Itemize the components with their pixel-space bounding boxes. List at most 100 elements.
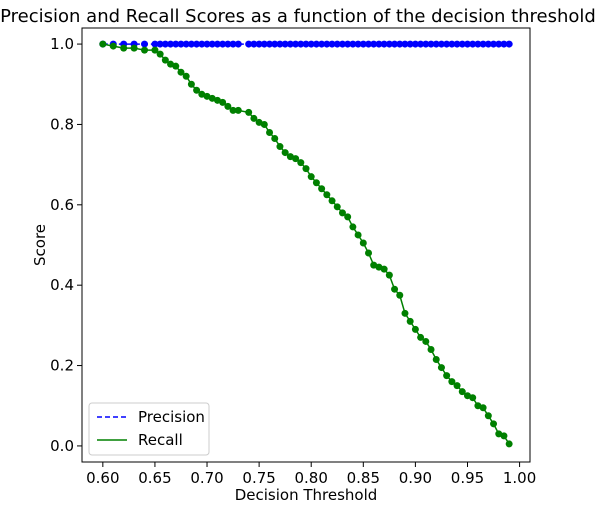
recall-point: [453, 382, 461, 390]
recall-point: [297, 159, 305, 167]
recall-point: [344, 213, 352, 221]
chart-title: Precision and Recall Scores as a functio…: [0, 6, 596, 27]
recall-point: [349, 223, 357, 231]
precision-point: [307, 40, 315, 48]
precision-point: [224, 40, 232, 48]
y-tick-label: 0.2: [50, 357, 74, 375]
plot-frame: [81, 27, 531, 463]
precision-point: [312, 40, 320, 48]
recall-point: [500, 432, 508, 440]
x-tick-label: 0.65: [138, 469, 171, 487]
precision-point: [161, 40, 169, 48]
precision-point: [505, 40, 513, 48]
precision-point: [182, 40, 190, 48]
recall-point: [323, 191, 331, 199]
precision-point: [479, 40, 487, 48]
legend-precision-label: Precision: [138, 408, 205, 426]
precision-point: [213, 40, 221, 48]
recall-point: [302, 165, 310, 173]
precision-point: [260, 40, 268, 48]
recall-point: [432, 356, 440, 364]
precision-point: [401, 40, 409, 48]
recall-point: [380, 265, 388, 273]
precision-point: [495, 40, 503, 48]
recall-point: [219, 98, 227, 106]
precision-point: [469, 40, 477, 48]
precision-point: [474, 40, 482, 48]
precision-point: [417, 40, 425, 48]
precision-point: [453, 40, 461, 48]
precision-point: [500, 40, 508, 48]
x-tick-label: 0.85: [347, 469, 380, 487]
precision-point: [229, 40, 237, 48]
recall-point: [266, 128, 274, 136]
precision-point: [141, 40, 149, 48]
recall-point: [307, 173, 315, 181]
recall-point: [250, 114, 258, 122]
precision-point: [255, 40, 263, 48]
recall-point: [271, 135, 279, 143]
precision-point: [219, 40, 227, 48]
recall-point: [385, 271, 393, 279]
precision-point: [266, 40, 274, 48]
recall-point: [182, 72, 190, 80]
precision-point: [375, 40, 383, 48]
legend-recall-label: Recall: [138, 431, 183, 449]
precision-point: [422, 40, 430, 48]
recall-point: [193, 86, 201, 94]
recall-point: [469, 394, 477, 402]
x-axis: 0.60 0.65 0.70 0.75 0.80 0.85 0.90 0.95 1.00: [86, 462, 536, 487]
recall-point: [396, 291, 404, 299]
precision-point: [156, 40, 164, 48]
y-tick-label: 0.8: [50, 115, 74, 133]
recall-point: [151, 46, 159, 54]
precision-point: [484, 40, 492, 48]
recall-point: [245, 108, 253, 116]
recall-point: [490, 420, 498, 428]
precision-point: [359, 40, 367, 48]
recall-point: [401, 309, 409, 317]
precision-point: [411, 40, 419, 48]
recall-point: [130, 44, 138, 52]
recall-point: [99, 40, 107, 48]
precision-point: [490, 40, 498, 48]
recall-point: [109, 42, 117, 50]
recall-point: [234, 106, 242, 114]
precision-point: [391, 40, 399, 48]
recall-point: [354, 231, 362, 239]
precision-point: [380, 40, 388, 48]
precision-point: [234, 40, 242, 48]
recall-point: [458, 388, 466, 396]
recall-point: [505, 440, 513, 448]
precision-point: [349, 40, 357, 48]
precision-point: [276, 40, 284, 48]
precision-point: [396, 40, 404, 48]
precision-point: [344, 40, 352, 48]
recall-point: [292, 155, 300, 163]
y-tick-label: 1.0: [50, 35, 74, 53]
y-axis: 0.0 0.2 0.4 0.6 0.8 1.0: [50, 35, 82, 455]
recall-point: [443, 372, 451, 380]
precision-point: [151, 40, 159, 48]
recall-point: [333, 203, 341, 211]
recall-point: [229, 106, 237, 114]
x-tick-label: 0.70: [190, 469, 223, 487]
x-axis-label: Decision Threshold: [235, 486, 378, 504]
x-tick-label: 1.00: [503, 469, 536, 487]
precision-point: [193, 40, 201, 48]
recall-point: [448, 378, 456, 386]
precision-point: [245, 40, 253, 48]
precision-point: [406, 40, 414, 48]
precision-point: [333, 40, 341, 48]
recall-point: [281, 149, 289, 157]
precision-point: [385, 40, 393, 48]
recall-point: [177, 68, 185, 76]
y-tick-label: 0.6: [50, 196, 74, 214]
precision-point: [323, 40, 331, 48]
recall-point: [406, 317, 414, 325]
recall-point: [312, 179, 320, 187]
precision-point: [370, 40, 378, 48]
precision-point: [208, 40, 216, 48]
recall-point: [411, 325, 419, 333]
